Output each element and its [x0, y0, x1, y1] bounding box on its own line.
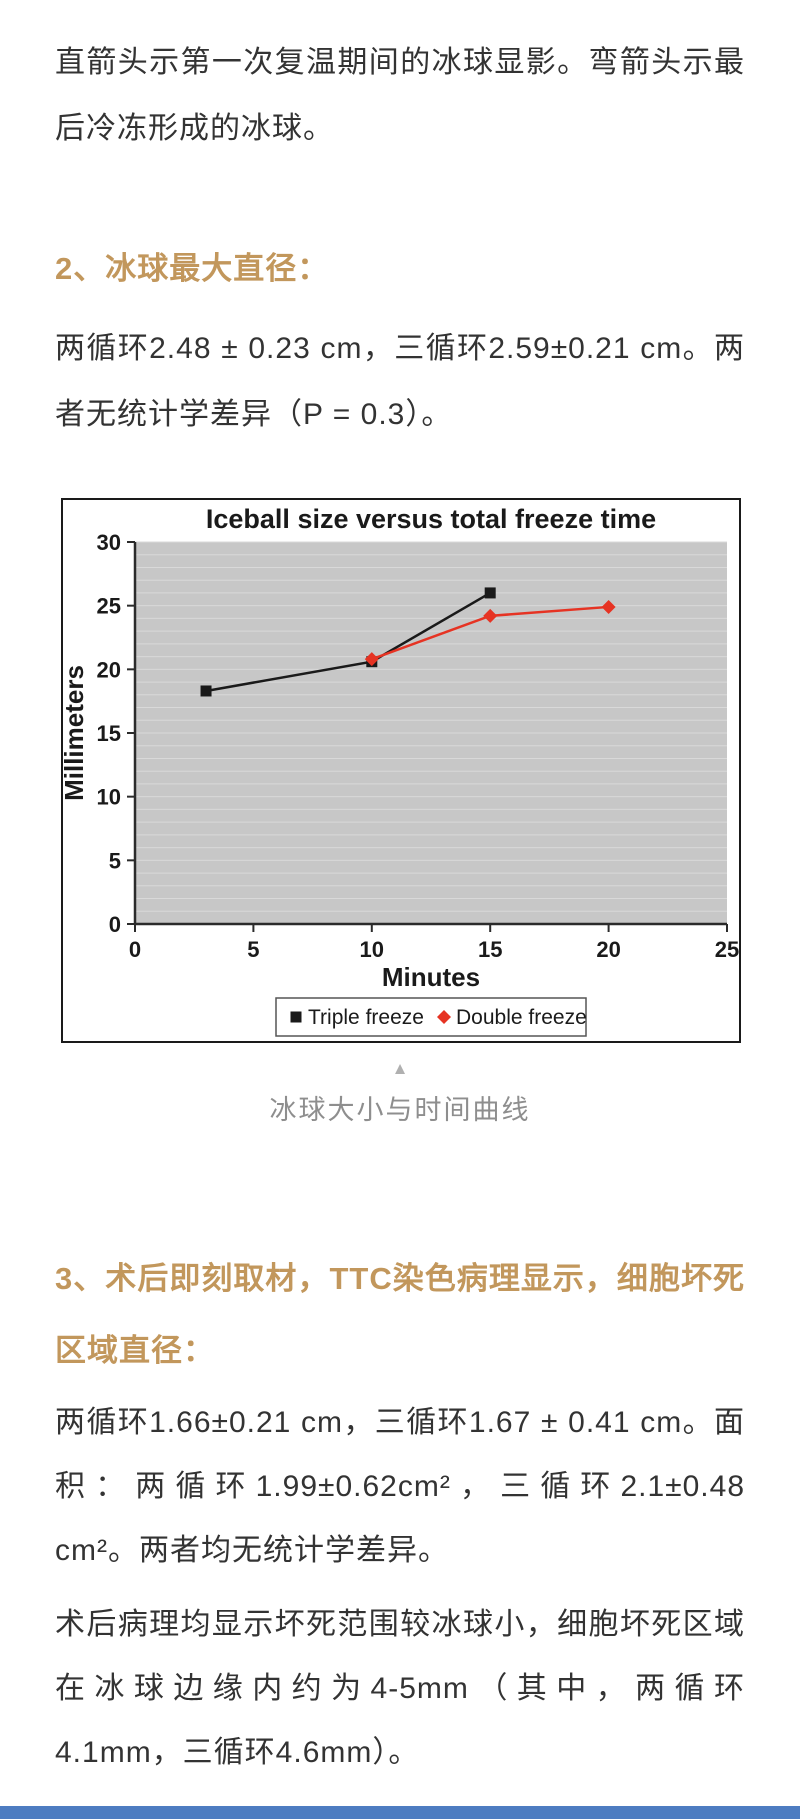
figure-caption: 冰球大小与时间曲线 [269, 1095, 531, 1125]
x-tick-label: 10 [360, 937, 384, 962]
section-3-heading: 3、术后即刻取材，TTC染色病理显示，细胞坏死区域直径： [55, 1261, 745, 1368]
y-axis-label: Millimeters [63, 665, 89, 801]
section-3-body-1: 两循环1.66±0.21 cm，三循环1.67 ± 0.41 cm。面积：两循环… [55, 1406, 745, 1567]
data-point [483, 608, 498, 623]
x-tick-label: 5 [247, 937, 259, 962]
section-3-body-2: 术后病理均显示坏死范围较冰球小，细胞坏死区域在冰球边缘内约为4-5mm（其中，两… [55, 1608, 745, 1769]
section-2-heading: 2、冰球最大直径： [55, 251, 330, 286]
section-2-body: 两循环2.48 ± 0.23 cm，三循环2.59±0.21 cm。两者无统计学… [55, 332, 745, 431]
legend-label: Triple freeze [308, 1006, 424, 1029]
legend-marker [437, 1010, 451, 1024]
x-tick-label: 15 [478, 937, 502, 962]
x-axis-label: Minutes [382, 962, 480, 992]
data-point [601, 599, 616, 614]
x-tick-label: 25 [715, 937, 739, 962]
y-tick-label: 30 [97, 530, 121, 555]
legend-marker [290, 1011, 302, 1023]
legend-label: Double freeze [456, 1006, 587, 1029]
chart-title: Iceball size versus total freeze time [206, 504, 656, 534]
figure-note-paragraph: 直箭头示第一次复温期间的冰球显影。弯箭头示最后冷冻形成的冰球。 [55, 46, 745, 145]
y-tick-label: 15 [97, 721, 121, 746]
data-point [364, 652, 379, 667]
y-tick-label: 5 [109, 848, 121, 873]
y-tick-label: 25 [97, 594, 121, 619]
x-tick-label: 0 [129, 937, 141, 962]
x-tick-label: 20 [596, 937, 620, 962]
legend-box [275, 997, 587, 1037]
y-tick-label: 20 [97, 657, 121, 682]
collapse-triangle-icon: ▲ [391, 1059, 409, 1078]
iceball-chart: 0 5 10 15 20 25 30 0 5 10 15 20 25 Iceball size versu… [59, 504, 739, 1037]
y-tick-label: 0 [109, 912, 121, 937]
data-point [200, 685, 212, 697]
data-point [484, 587, 496, 599]
chart-figure: 0 5 10 15 20 25 30 0 5 10 15 20 25 Iceball size versu… [59, 498, 741, 1043]
y-tick-label: 10 [97, 785, 121, 810]
bottom-blue-bar [0, 1806, 800, 1819]
